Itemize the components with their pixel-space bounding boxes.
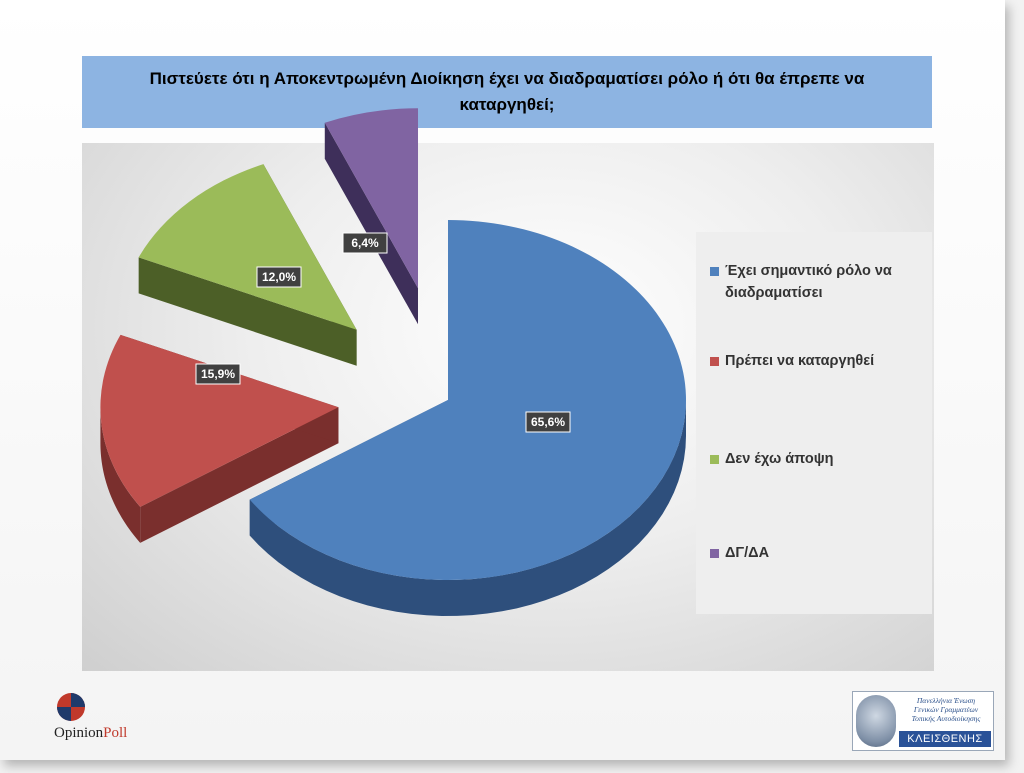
chart-title-box: Πιστεύετε ότι η Αποκεντρωμένη Διοίκηση έ… [82,56,932,128]
data-label-1: 15,9% [195,363,241,385]
data-label-box-2 [256,266,302,288]
data-label-3: 6,4% [342,232,388,254]
legend-item-3: ΔΓ/ΔΑ [710,542,925,564]
pie-slice-2 [138,164,357,366]
slide: Πιστεύετε ότι η Αποκεντρωμένη Διοίκηση έ… [0,0,1005,760]
opinionpoll-logo-text: OpinionPoll [54,725,128,741]
pie-slices [100,108,687,616]
pie-slice-side-1 [140,407,339,543]
bust-icon [856,695,896,747]
legend-item-2: Δεν έχω άποψη [710,448,925,470]
legend-label-2: Δεν έχω άποψη [725,451,834,467]
legend-swatch-0 [710,267,719,276]
pie-chart: 65,6% 15,9% 12,0% 6,4% [100,108,687,616]
chart-title: Πιστεύετε ότι η Αποκεντρωμένη Διοίκηση έ… [149,68,865,114]
legend-item-1: Πρέπει να καταργηθεί [710,350,925,372]
legend: Έχει σημαντικό ρόλο να διαδραματίσει Πρέπ… [696,232,932,614]
pie-slice-wall-1 [100,407,141,543]
legend-swatch-2 [710,455,719,464]
data-label-text-1: 15,9% [201,367,235,381]
data-label-text-3: 6,4% [351,236,379,250]
pie-slice-top-2 [138,164,357,330]
pie-slice-3 [324,108,419,325]
data-label-text-2: 12,0% [262,270,296,284]
kleisthenis-logo: Πανελλήνια Ένωση Γενικών Γραμματέων Τοπι… [852,691,994,751]
legend-swatch-3 [710,549,719,558]
legend-swatch-1 [710,357,719,366]
legend-label-0: Έχει σημαντικό ρόλο να διαδραματίσει [725,263,892,301]
legend-label-3: ΔΓ/ΔΑ [725,545,770,561]
kleisthenis-logo-lines: Πανελλήνια Ένωση Γενικών Γραμματέων Τοπι… [911,696,981,723]
data-label-box-1 [195,363,241,385]
legend-item-0: Έχει σημαντικό ρόλο να διαδραματίσει [710,260,925,304]
pie-slice-wall-0 [249,400,687,616]
kleisthenis-logo-name: ΚΛΕΙΣΘΕΝΗΣ [899,731,991,747]
pie-slice-top-1 [100,334,339,507]
legend-label-1: Πρέπει να καταργηθεί [725,353,875,369]
data-label-text-0: 65,6% [531,415,565,429]
data-label-box-0 [525,411,571,433]
pie-slice-0 [249,220,687,616]
pie-slice-top-3 [324,108,419,289]
data-label-0: 65,6% [525,411,571,433]
pie-slice-side-2 [138,257,357,366]
opinionpoll-logo-icon [57,693,85,721]
data-label-2: 12,0% [256,266,302,288]
pie-slice-side-3 [324,122,419,325]
data-label-box-3 [342,232,388,254]
pie-slice-top-0 [249,220,686,580]
pie-slice-1 [100,334,339,543]
